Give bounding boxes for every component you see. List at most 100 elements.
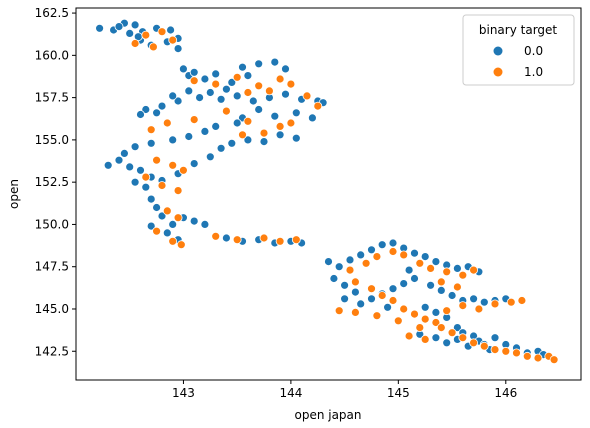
data-point-series-1-11 <box>243 88 253 97</box>
data-point-series-0-123 <box>420 302 430 312</box>
data-point-series-0-9 <box>125 29 135 38</box>
data-point-series-0-29 <box>173 96 183 106</box>
data-point-series-0-32 <box>136 110 145 119</box>
data-point-series-0-61 <box>141 182 151 192</box>
data-point-series-0-22 <box>254 59 264 69</box>
data-point-series-0-90 <box>324 257 333 267</box>
data-point-series-1-66 <box>522 351 532 361</box>
data-point-series-1-39 <box>291 235 301 245</box>
data-point-series-0-34 <box>168 91 178 101</box>
data-point-series-0-38 <box>248 96 258 106</box>
data-point-series-0-141 <box>431 333 441 343</box>
data-point-series-1-26 <box>178 165 188 175</box>
data-point-series-0-60 <box>130 177 140 187</box>
data-point-series-0-21 <box>238 62 247 72</box>
data-point-series-1-47 <box>442 267 452 277</box>
data-point-series-1-83 <box>436 277 446 287</box>
data-point-series-1-65 <box>512 348 521 358</box>
data-point-series-0-100 <box>431 257 441 267</box>
data-point-series-1-42 <box>372 252 382 262</box>
data-point-series-1-62 <box>479 341 489 351</box>
data-point-series-0-108 <box>340 294 350 304</box>
data-point-series-1-50 <box>350 277 360 287</box>
data-point-series-0-67 <box>227 138 237 148</box>
data-point-series-1-13 <box>302 91 312 101</box>
legend-marker-1 <box>493 67 503 77</box>
data-point-series-0-40 <box>281 89 290 99</box>
data-point-series-0-68 <box>243 135 253 145</box>
data-point-series-0-20 <box>227 78 237 87</box>
x-axis-label: open japan <box>294 408 361 422</box>
data-point-series-0-27 <box>205 88 215 97</box>
data-point-series-0-72 <box>232 118 242 128</box>
data-point-series-0-31 <box>141 105 151 114</box>
data-point-series-1-35 <box>211 231 221 241</box>
legend-marker-0 <box>493 46 503 56</box>
data-point-series-0-124 <box>431 307 441 317</box>
data-point-series-1-4 <box>148 42 158 52</box>
data-point-series-0-79 <box>200 219 210 229</box>
data-point-series-0-114 <box>410 274 419 283</box>
data-point-series-1-29 <box>173 186 183 196</box>
data-point-series-1-7 <box>232 72 242 82</box>
data-point-series-0-89 <box>103 160 113 170</box>
data-point-series-1-57 <box>431 318 441 327</box>
data-point-series-0-23 <box>270 57 280 67</box>
data-point-series-1-76 <box>420 334 430 344</box>
data-point-series-0-26 <box>221 84 231 94</box>
data-point-series-0-28 <box>195 93 205 102</box>
data-point-series-0-83 <box>221 233 231 243</box>
data-point-series-1-10 <box>286 79 296 89</box>
data-point-series-1-63 <box>490 345 500 355</box>
data-point-series-1-77 <box>442 306 452 316</box>
data-point-series-0-6 <box>166 25 176 35</box>
data-point-series-0-132 <box>490 333 500 343</box>
data-point-series-1-72 <box>372 311 382 321</box>
data-point-series-1-55 <box>410 309 419 319</box>
plot-frame <box>75 7 582 381</box>
x-axis-ticks: 143 144 145 146 <box>172 380 517 400</box>
data-point-series-0-15 <box>178 64 188 74</box>
data-point-series-1-58 <box>436 323 446 333</box>
data-point-series-0-51 <box>184 132 194 141</box>
data-point-series-1-40 <box>345 265 355 275</box>
data-point-series-1-2 <box>168 35 178 45</box>
data-point-series-1-21 <box>189 115 199 124</box>
data-point-series-0-36 <box>216 94 226 104</box>
data-point-series-0-54 <box>130 142 140 152</box>
data-point-series-0-48 <box>307 113 317 123</box>
data-point-series-0-92 <box>345 255 355 265</box>
data-point-series-0-58 <box>136 165 145 175</box>
data-point-series-1-17 <box>275 122 285 131</box>
data-point-series-1-3 <box>130 39 140 48</box>
data-point-series-1-75 <box>404 331 414 341</box>
data-point-series-1-31 <box>173 213 183 223</box>
data-point-series-1-81 <box>506 297 516 307</box>
data-point-series-1-64 <box>501 346 511 356</box>
data-point-series-0-3 <box>130 20 140 30</box>
data-point-series-1-82 <box>517 296 527 305</box>
data-point-series-0-96 <box>388 238 398 248</box>
data-point-series-0-91 <box>334 262 344 272</box>
data-point-series-0-57 <box>125 162 135 172</box>
data-point-series-0-25 <box>243 71 253 80</box>
y-axis-label: open <box>7 179 21 209</box>
y-tick-label-7: 160.0 <box>35 48 69 62</box>
data-point-series-0-70 <box>275 130 285 140</box>
data-point-series-0-55 <box>120 148 129 158</box>
data-point-series-1-23 <box>146 125 156 135</box>
data-point-series-1-24 <box>152 155 162 165</box>
legend-label-0: 0.0 <box>524 44 543 58</box>
data-point-series-0-105 <box>329 274 339 283</box>
data-point-series-0-143 <box>383 302 393 312</box>
y-tick-label-5: 155.0 <box>35 133 69 147</box>
data-point-series-0-113 <box>399 279 409 289</box>
legend: binary target 0.0 1.0 <box>462 14 575 86</box>
data-point-series-0-33 <box>152 108 162 118</box>
data-point-series-0-140 <box>442 338 452 348</box>
data-point-series-1-46 <box>426 263 436 273</box>
data-point-series-1-53 <box>388 296 398 305</box>
legend-label-1: 1.0 <box>524 65 543 79</box>
legend-frame <box>462 14 575 86</box>
data-point-series-1-74 <box>415 323 425 333</box>
